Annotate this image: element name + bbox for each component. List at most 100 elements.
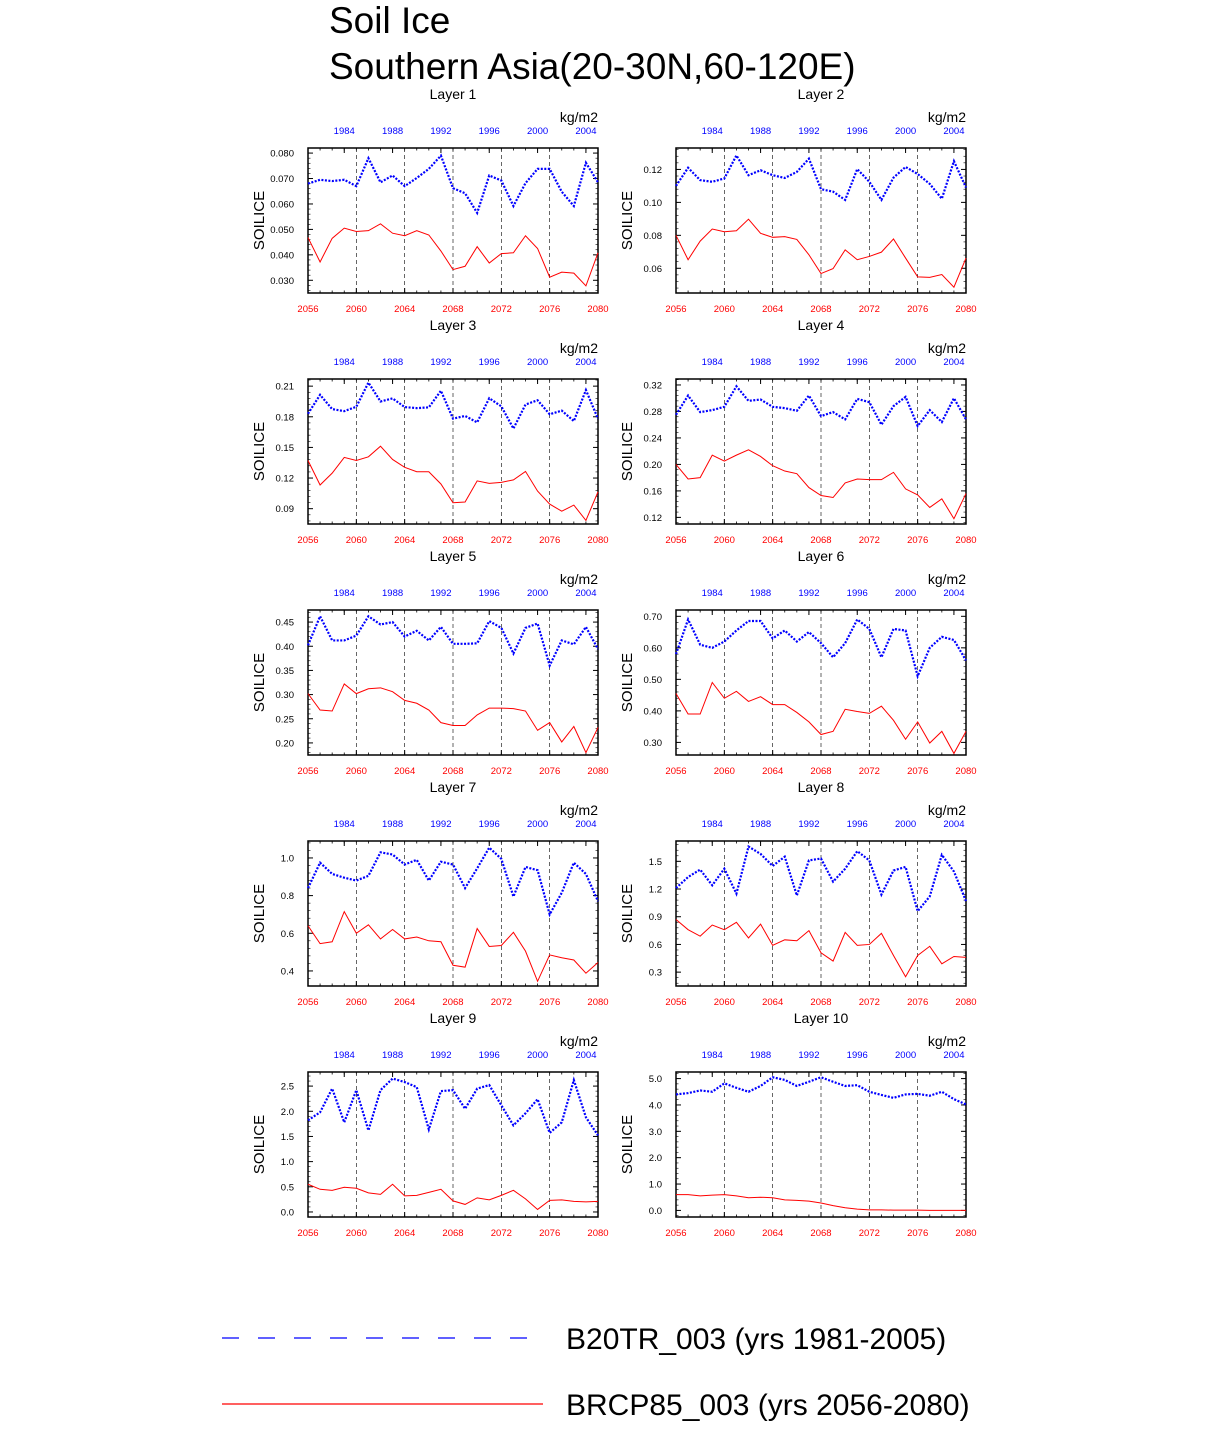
panel-7: Layer 7 kg/m2 SOILICE 2056 2060 2064 2068 2072 2… <box>251 779 609 1008</box>
legend-label-future: BRCP85_003 (yrs 2056-2080) <box>566 1389 970 1422</box>
y-axis-label: SOILICE <box>619 653 636 712</box>
y-tick-label: 1.5 <box>649 857 662 868</box>
x-tick-label-bottom: 2080 <box>955 997 976 1008</box>
y-tick-label: 0.3 <box>649 968 662 979</box>
y-tick-label: 0.20 <box>644 460 663 471</box>
y-tick-label: 0.12 <box>644 165 663 176</box>
x-tick-label-bottom: 2076 <box>539 535 560 546</box>
x-tick-label-top: 1992 <box>798 819 819 830</box>
x-tick-label-top: 1984 <box>334 357 355 368</box>
x-tick-label-top: 1984 <box>702 588 723 599</box>
x-tick-label-top: 1996 <box>479 1050 500 1061</box>
x-tick-label-bottom: 2080 <box>955 535 976 546</box>
panel-title: Layer 4 <box>798 317 845 333</box>
x-tick-label-bottom: 2068 <box>442 535 463 546</box>
y-tick-label: 0.09 <box>276 504 295 515</box>
panel-units: kg/m2 <box>560 1033 598 1049</box>
x-tick-label-top: 1996 <box>479 126 500 137</box>
panel-units: kg/m2 <box>928 571 966 587</box>
panel-4: Layer 4 kg/m2 SOILICE 2056 2060 2064 2068 2072 2… <box>619 317 977 546</box>
y-tick-label: 2.0 <box>281 1107 294 1118</box>
panel-units: kg/m2 <box>928 109 966 125</box>
panel-title: Layer 2 <box>798 86 845 102</box>
x-tick-label-bottom: 2080 <box>587 1228 608 1239</box>
y-tick-label: 0.12 <box>644 513 663 524</box>
y-tick-label: 0.08 <box>644 231 663 242</box>
x-tick-label-bottom: 2072 <box>859 997 880 1008</box>
x-tick-label-bottom: 2068 <box>442 304 463 315</box>
series-line-brcp85 <box>307 910 599 983</box>
x-tick-label-bottom: 2056 <box>665 1228 686 1239</box>
x-tick-label-top: 2000 <box>895 126 916 137</box>
x-tick-label-top: 1984 <box>334 126 355 137</box>
x-tick-label-top: 1992 <box>798 588 819 599</box>
x-tick-label-top: 1996 <box>479 588 500 599</box>
x-tick-label-top: 2000 <box>527 588 548 599</box>
x-tick-label-bottom: 2076 <box>907 535 928 546</box>
y-tick-label: 2.0 <box>649 1153 662 1164</box>
x-tick-label-bottom: 2060 <box>714 304 735 315</box>
x-tick-label-bottom: 2060 <box>714 1228 735 1239</box>
x-tick-label-top: 2000 <box>527 819 548 830</box>
panel-9: Layer 9 kg/m2 SOILICE 2056 2060 2064 2068 2072 2… <box>251 1010 609 1239</box>
x-tick-label-top: 1988 <box>750 357 771 368</box>
x-tick-label-bottom: 2064 <box>762 304 783 315</box>
x-tick-label-top: 2004 <box>943 357 964 368</box>
panel-1: Layer 1 kg/m2 SOILICE 2056 2060 2064 2068 2072 2… <box>251 86 609 315</box>
y-tick-label: 0.0 <box>281 1207 294 1218</box>
panel-units: kg/m2 <box>928 1033 966 1049</box>
x-tick-label-bottom: 2076 <box>539 997 560 1008</box>
y-tick-label: 0.040 <box>270 250 294 261</box>
x-tick-label-bottom: 2060 <box>346 766 367 777</box>
y-tick-label: 0.070 <box>270 174 294 185</box>
x-tick-label-bottom: 2068 <box>442 766 463 777</box>
y-tick-label: 0.0 <box>649 1206 662 1217</box>
x-tick-label-top: 1988 <box>382 126 403 137</box>
x-tick-label-top: 2000 <box>895 357 916 368</box>
series-line-b20tr <box>675 153 968 203</box>
x-tick-label-bottom: 2056 <box>665 997 686 1008</box>
series-line-b20tr <box>307 845 600 918</box>
series-line-brcp85 <box>307 223 599 287</box>
x-tick-label-top: 1992 <box>430 357 451 368</box>
x-tick-label-top: 2000 <box>895 1050 916 1061</box>
x-tick-label-bottom: 2060 <box>346 1228 367 1239</box>
figure-title: Soil Ice <box>329 0 450 41</box>
x-tick-label-bottom: 2064 <box>762 1228 783 1239</box>
x-tick-label-top: 1996 <box>847 126 868 137</box>
panel-title: Layer 5 <box>430 548 477 564</box>
x-tick-label-bottom: 2076 <box>539 766 560 777</box>
x-tick-label-top: 1984 <box>702 126 723 137</box>
series-line-b20tr <box>307 380 600 431</box>
series-line-brcp85 <box>307 445 599 522</box>
x-tick-label-top: 1984 <box>702 1050 723 1061</box>
series-line-brcp85 <box>675 449 967 520</box>
y-tick-label: 0.18 <box>276 412 295 423</box>
x-tick-label-top: 2000 <box>527 357 548 368</box>
y-tick-label: 0.60 <box>644 643 663 654</box>
x-tick-label-bottom: 2072 <box>491 766 512 777</box>
y-tick-label: 0.030 <box>270 276 294 287</box>
x-tick-label-bottom: 2076 <box>907 997 928 1008</box>
x-tick-label-bottom: 2068 <box>810 304 831 315</box>
x-tick-label-top: 2004 <box>943 126 964 137</box>
x-tick-label-bottom: 2072 <box>491 997 512 1008</box>
x-tick-label-top: 2004 <box>575 357 596 368</box>
panel-title: Layer 7 <box>430 779 477 795</box>
y-axis-label: SOILICE <box>619 191 636 250</box>
x-tick-label-top: 1992 <box>798 357 819 368</box>
y-tick-label: 0.5 <box>281 1182 294 1193</box>
x-tick-label-top: 2004 <box>943 819 964 830</box>
x-tick-label-bottom: 2060 <box>714 997 735 1008</box>
x-tick-label-bottom: 2056 <box>297 535 318 546</box>
y-tick-label: 1.0 <box>281 853 294 864</box>
panel-title: Layer 1 <box>430 86 477 102</box>
y-tick-label: 0.6 <box>281 929 294 940</box>
x-tick-label-top: 1996 <box>479 819 500 830</box>
legend-label-hist: B20TR_003 (yrs 1981-2005) <box>566 1323 946 1356</box>
x-tick-label-top: 1992 <box>430 588 451 599</box>
panel-title: Layer 10 <box>794 1010 849 1026</box>
y-tick-label: 0.6 <box>649 940 662 951</box>
x-tick-label-top: 2000 <box>895 819 916 830</box>
